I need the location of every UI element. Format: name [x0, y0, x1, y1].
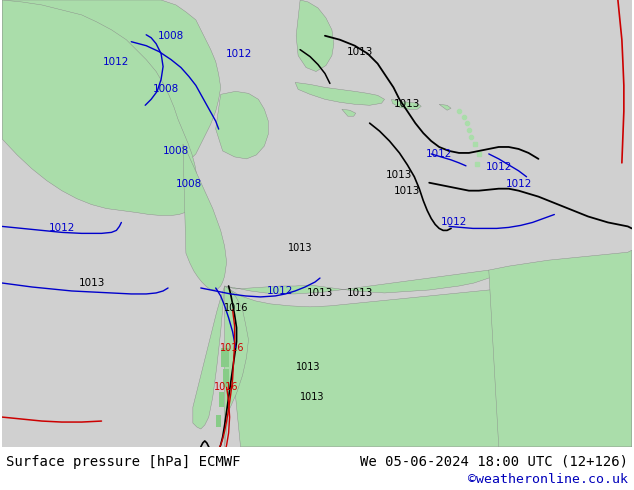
- Bar: [216, 415, 221, 427]
- Text: Surface pressure [hPa] ECMWF: Surface pressure [hPa] ECMWF: [6, 455, 240, 469]
- Polygon shape: [183, 144, 226, 290]
- Text: 1012: 1012: [267, 286, 294, 296]
- Text: 1016: 1016: [224, 303, 249, 313]
- Text: 1013: 1013: [288, 243, 313, 253]
- Bar: [221, 347, 229, 368]
- Text: 1013: 1013: [394, 99, 420, 109]
- Text: 1012: 1012: [486, 162, 512, 172]
- Polygon shape: [489, 250, 632, 447]
- Text: 1008: 1008: [176, 179, 202, 189]
- Text: 1012: 1012: [505, 179, 532, 189]
- Text: 1016: 1016: [214, 382, 239, 392]
- Polygon shape: [224, 270, 499, 294]
- Text: We 05-06-2024 18:00 UTC (12+126): We 05-06-2024 18:00 UTC (12+126): [360, 455, 628, 469]
- Polygon shape: [2, 0, 198, 216]
- Text: 1012: 1012: [225, 49, 252, 59]
- Text: 1008: 1008: [158, 31, 184, 41]
- Text: 1013: 1013: [79, 278, 105, 288]
- Polygon shape: [224, 286, 249, 447]
- Polygon shape: [193, 286, 224, 429]
- Polygon shape: [224, 274, 632, 447]
- Polygon shape: [391, 99, 421, 109]
- Polygon shape: [295, 82, 385, 105]
- Polygon shape: [296, 0, 334, 72]
- Text: 1012: 1012: [426, 149, 452, 159]
- Text: 1012: 1012: [103, 56, 129, 67]
- Text: 1008: 1008: [163, 146, 189, 156]
- Bar: [223, 369, 229, 387]
- Text: 1013: 1013: [300, 392, 324, 402]
- Text: 1013: 1013: [394, 186, 420, 196]
- Text: 1013: 1013: [347, 47, 373, 57]
- Polygon shape: [439, 104, 451, 110]
- Text: 1016: 1016: [221, 343, 245, 353]
- Text: 1013: 1013: [386, 170, 413, 180]
- Text: 1013: 1013: [307, 288, 333, 298]
- Text: 1012: 1012: [441, 218, 467, 227]
- Text: 1012: 1012: [49, 223, 75, 233]
- Polygon shape: [342, 109, 356, 116]
- Text: 1013: 1013: [347, 288, 373, 298]
- Bar: [219, 392, 224, 407]
- Text: 1008: 1008: [153, 84, 179, 95]
- Text: ©weatheronline.co.uk: ©weatheronline.co.uk: [468, 473, 628, 487]
- Text: 1013: 1013: [296, 363, 320, 372]
- Polygon shape: [216, 91, 268, 159]
- Polygon shape: [2, 0, 221, 191]
